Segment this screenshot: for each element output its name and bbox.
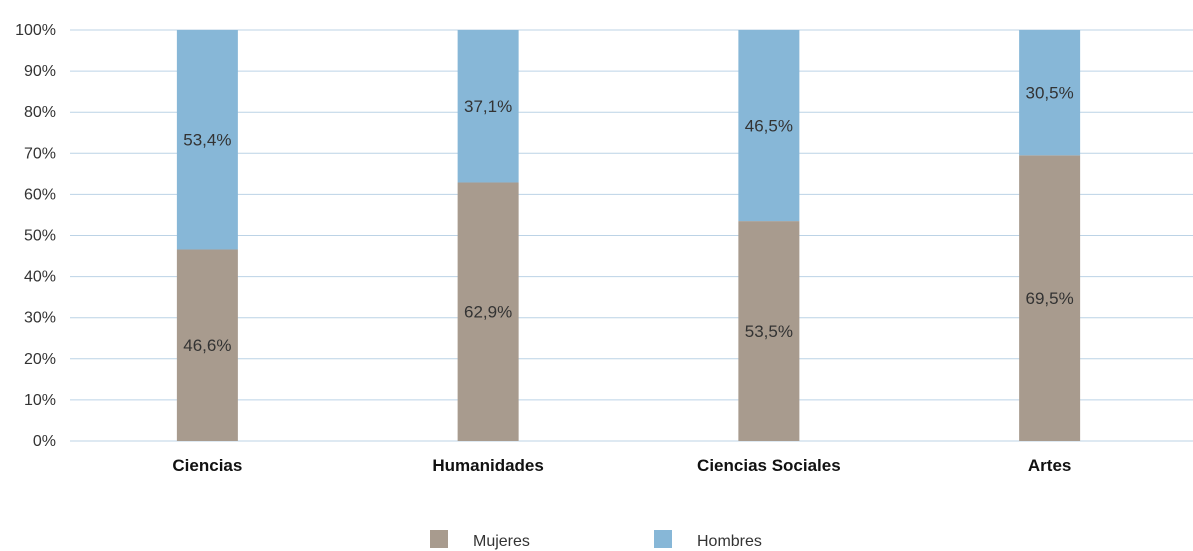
legend: Mujeres Hombres [430,530,762,550]
y-tick-label-70: 70% [24,145,56,162]
bar-hombres-1 [457,30,519,183]
y-tick-label-0: 0% [33,433,56,450]
bars [176,30,1081,442]
legend-label-hombres: Hombres [697,533,762,550]
x-category-label-2: Ciencias Sociales [697,456,841,475]
bar-mujeres-0 [176,249,238,441]
x-category-label-3: Artes [1028,456,1071,475]
y-tick-label-50: 50% [24,228,56,245]
x-category-label-0: Ciencias [172,456,242,475]
y-tick-label-90: 90% [24,63,56,80]
y-tick-label-100: 100% [15,22,56,39]
bar-mujeres-2 [738,221,800,441]
bar-hombres-2 [738,30,800,222]
bar-mujeres-3 [1019,155,1081,442]
y-axis-tick-labels: 0% 10% 20% 30% 40% 50% 60% 70% 80% 90% 100% [15,22,56,450]
data-label-hombres-1: 37,1% [464,97,512,116]
y-tick-label-40: 40% [24,269,56,286]
y-tick-label-80: 80% [24,104,56,121]
y-tick-label-60: 60% [24,186,56,203]
x-axis-category-labels: Ciencias Humanidades Ciencias Sociales Arte… [172,456,1071,475]
y-tick-label-20: 20% [24,351,56,368]
y-tick-label-10: 10% [24,392,56,409]
data-label-mujeres-3: 69,5% [1026,289,1074,308]
y-tick-label-30: 30% [24,310,56,327]
bar-mujeres-1 [457,182,519,441]
bar-hombres-3 [1019,30,1081,156]
data-label-hombres-2: 46,5% [745,117,793,136]
x-category-label-1: Humanidades [432,456,543,475]
data-label-mujeres-0: 46,6% [183,336,231,355]
bar-hombres-0 [176,30,238,250]
data-label-hombres-3: 30,5% [1026,84,1074,103]
data-label-mujeres-1: 62,9% [464,303,512,322]
legend-swatch-mujeres [430,530,448,548]
legend-swatch-hombres [654,530,672,548]
data-label-hombres-0: 53,4% [183,131,231,150]
data-labels: 46,6% 53,4% 62,9% 37,1% 53,5% 46,5% 69,5% 30,5% [183,84,1073,356]
gridlines [70,29,1193,442]
data-label-mujeres-2: 53,5% [745,322,793,341]
legend-label-mujeres: Mujeres [473,533,530,550]
